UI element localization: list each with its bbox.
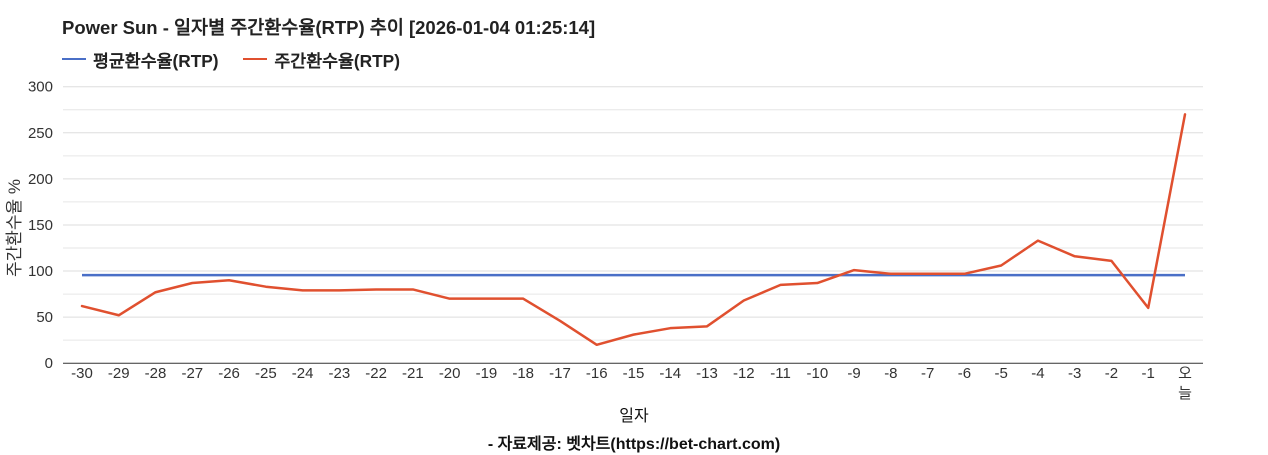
svg-text:-30: -30 (71, 365, 93, 382)
svg-text:-15: -15 (623, 365, 645, 382)
svg-text:-9: -9 (847, 365, 860, 382)
svg-text:-29: -29 (108, 365, 130, 382)
svg-text:-11: -11 (770, 365, 791, 382)
svg-text:-12: -12 (733, 365, 755, 382)
svg-text:늘: 늘 (1178, 385, 1192, 402)
svg-text:-4: -4 (1031, 365, 1044, 382)
svg-text:100: 100 (28, 263, 53, 280)
svg-text:오: 오 (1178, 365, 1192, 382)
svg-text:-13: -13 (696, 365, 718, 382)
svg-text:-23: -23 (329, 365, 351, 382)
svg-text:250: 250 (28, 125, 53, 142)
svg-text:-3: -3 (1068, 365, 1081, 382)
svg-text:-6: -6 (958, 365, 971, 382)
svg-text:50: 50 (36, 309, 53, 326)
svg-text:-19: -19 (476, 365, 498, 382)
svg-text:-27: -27 (181, 365, 203, 382)
svg-text:-1: -1 (1142, 365, 1155, 382)
svg-text:-21: -21 (402, 365, 424, 382)
svg-text:-14: -14 (659, 365, 681, 382)
svg-text:-8: -8 (884, 365, 897, 382)
svg-text:-20: -20 (439, 365, 461, 382)
svg-text:0: 0 (45, 355, 53, 372)
svg-text:-18: -18 (512, 365, 534, 382)
svg-text:-28: -28 (145, 365, 167, 382)
svg-text:300: 300 (28, 79, 53, 96)
svg-text:-17: -17 (549, 365, 571, 382)
svg-text:-22: -22 (365, 365, 387, 382)
svg-text:-26: -26 (218, 365, 240, 382)
svg-text:-10: -10 (806, 365, 828, 382)
svg-text:-24: -24 (292, 365, 314, 382)
svg-text:-25: -25 (255, 365, 277, 382)
svg-text:-2: -2 (1105, 365, 1118, 382)
svg-text:-5: -5 (994, 365, 1007, 382)
svg-text:-7: -7 (921, 365, 934, 382)
svg-text:-16: -16 (586, 365, 608, 382)
svg-text:200: 200 (28, 171, 53, 188)
svg-text:주간환수율 %: 주간환수율 % (5, 179, 24, 277)
svg-text:150: 150 (28, 217, 53, 234)
